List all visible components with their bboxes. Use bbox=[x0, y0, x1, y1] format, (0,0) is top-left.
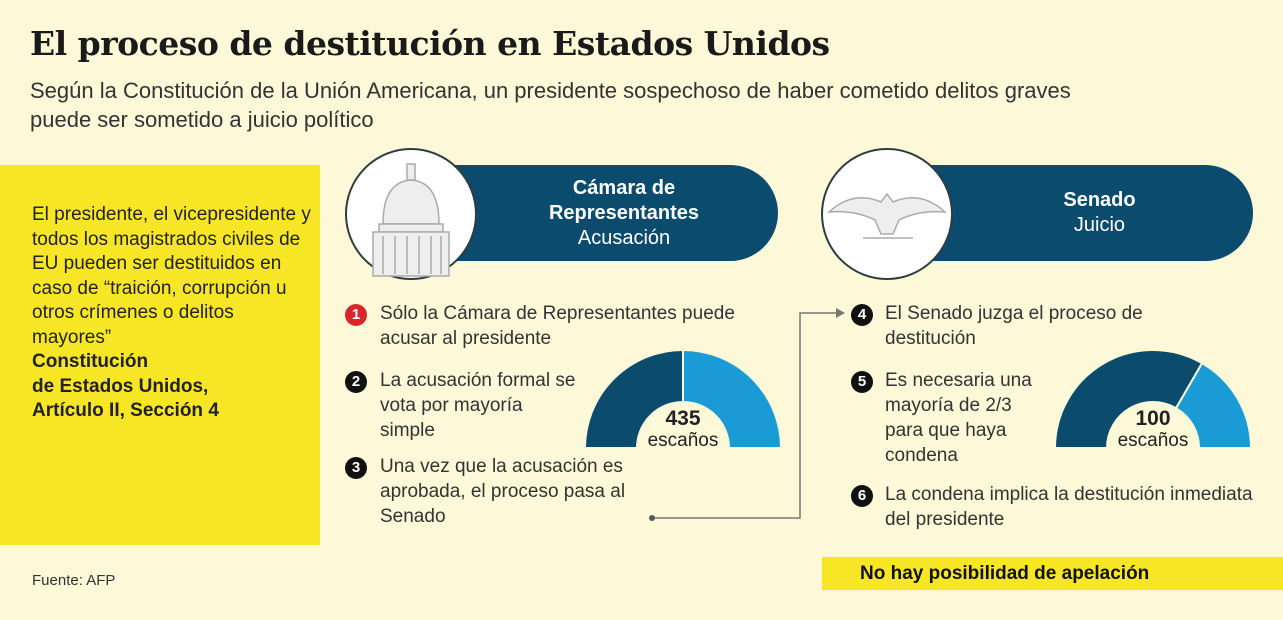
step-5-text: Es necesaria una mayoría de 2/3 para que… bbox=[885, 370, 1032, 466]
quote-citation-line: Constitución bbox=[32, 351, 149, 372]
quote-citation-line: Artículo II, Sección 4 bbox=[32, 400, 219, 421]
senate-remaining-segment bbox=[1174, 361, 1253, 449]
house-seats-gauge bbox=[583, 348, 783, 449]
house-remaining-segment bbox=[682, 348, 783, 449]
step-1-text: Sólo la Cámara de Representantes puede a… bbox=[380, 303, 735, 349]
step-number-6: 6 bbox=[851, 485, 873, 507]
senate-seats-label: 100 escaños bbox=[1093, 408, 1213, 452]
step-6-text: La condena implica la destitución inmedi… bbox=[885, 484, 1253, 530]
step-3-text: Una vez que la acusación es aprobada, el… bbox=[380, 456, 626, 527]
house-subtitle: Acusación bbox=[577, 226, 671, 249]
house-seats-count: 435 bbox=[665, 407, 701, 430]
house-title: Representantes bbox=[548, 201, 700, 224]
step-number-2: 2 bbox=[345, 371, 367, 393]
senate-seats-count: 100 bbox=[1135, 407, 1171, 430]
quote-citation-line: de Estados Unidos, bbox=[32, 375, 209, 397]
step-number-4: 4 bbox=[851, 304, 873, 326]
step-number-1: 1 bbox=[345, 304, 367, 326]
senate-title: Senado bbox=[1063, 189, 1136, 211]
quote-text: El presidente, el vicepresidente y todos… bbox=[32, 204, 311, 348]
step-number-5: 5 bbox=[851, 371, 873, 393]
step-2-text: La acusación formal se vota por mayoría … bbox=[380, 370, 576, 441]
eagle-icon bbox=[821, 148, 953, 280]
senate-seats-unit: escaños bbox=[1117, 430, 1189, 451]
subtitle: Según la Constitución de la Unión Americ… bbox=[30, 78, 1071, 132]
house-seats-unit: escaños bbox=[647, 430, 719, 451]
senate-majority-segment bbox=[1053, 349, 1204, 449]
constitution-quote-box: El presidente, el vicepresidente y todos… bbox=[0, 165, 320, 545]
house-title: Cámara de bbox=[572, 176, 676, 199]
senate-subtitle: Juicio bbox=[1073, 214, 1126, 236]
no-appeal-banner: No hay posibilidad de apelación bbox=[822, 557, 1283, 590]
house-seats-label: 435 escaños bbox=[623, 408, 743, 452]
house-majority-segment bbox=[583, 348, 684, 449]
source-credit: Fuente: AFP bbox=[32, 572, 116, 589]
step-4-text: El Senado juzga el proceso de destitució… bbox=[885, 303, 1143, 349]
capitol-icon bbox=[345, 148, 477, 280]
page-title: El proceso de destitución en Estados Uni… bbox=[30, 24, 830, 63]
senate-seats-gauge bbox=[1053, 349, 1253, 449]
step-number-3: 3 bbox=[345, 457, 367, 479]
